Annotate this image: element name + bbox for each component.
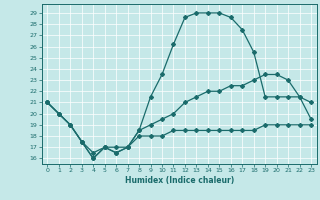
X-axis label: Humidex (Indice chaleur): Humidex (Indice chaleur) (124, 176, 234, 185)
